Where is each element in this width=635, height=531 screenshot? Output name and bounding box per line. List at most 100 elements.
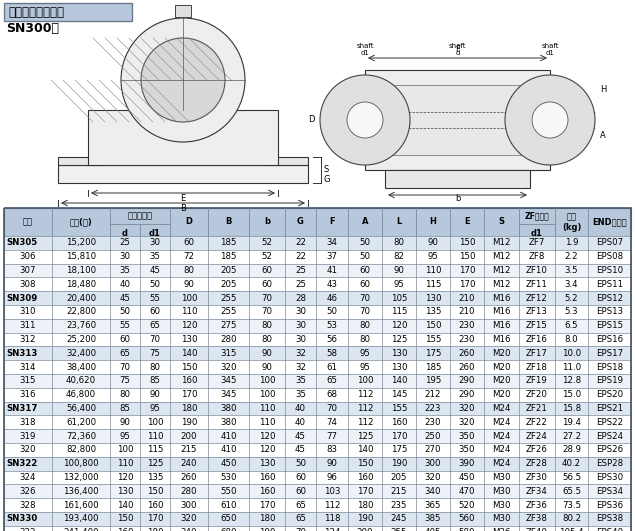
Text: 8.0: 8.0 <box>565 335 578 344</box>
Text: 105.4: 105.4 <box>559 528 584 531</box>
Text: M20: M20 <box>492 376 511 386</box>
Text: 32,400: 32,400 <box>66 349 96 358</box>
Text: M16: M16 <box>492 321 511 330</box>
Text: 32: 32 <box>295 363 306 372</box>
Text: 193,400: 193,400 <box>64 515 99 524</box>
Bar <box>4 443 631 457</box>
Text: 61,200: 61,200 <box>66 418 96 427</box>
Text: 160: 160 <box>181 376 197 386</box>
Text: 380: 380 <box>220 404 237 413</box>
Text: EPS10: EPS10 <box>596 266 623 275</box>
Text: 22: 22 <box>295 252 306 261</box>
Text: 70: 70 <box>119 363 131 372</box>
Text: 72,360: 72,360 <box>66 432 96 441</box>
Text: 350: 350 <box>458 446 475 455</box>
Text: 610: 610 <box>220 501 237 510</box>
Text: 15.0: 15.0 <box>562 390 581 399</box>
Text: 150: 150 <box>117 515 133 524</box>
Text: 異口径プランマー: 異口径プランマー <box>8 6 64 20</box>
Text: 100: 100 <box>258 376 275 386</box>
Text: 190: 190 <box>181 418 197 427</box>
Text: 316: 316 <box>20 390 36 399</box>
Text: 300: 300 <box>181 501 197 510</box>
Text: 90: 90 <box>150 390 161 399</box>
Text: 110: 110 <box>147 432 163 441</box>
Text: 96: 96 <box>326 473 337 482</box>
Bar <box>4 457 631 470</box>
Text: 重量
(kg): 重量 (kg) <box>562 212 581 232</box>
Text: 320: 320 <box>458 418 475 427</box>
Text: EPS07: EPS07 <box>596 238 623 247</box>
Text: M24: M24 <box>492 404 511 413</box>
Bar <box>4 526 631 531</box>
Text: 215: 215 <box>391 487 407 496</box>
Text: ZF38: ZF38 <box>526 515 548 524</box>
Text: 300: 300 <box>425 459 441 468</box>
Text: ZF12: ZF12 <box>526 294 548 303</box>
Text: EPS40: EPS40 <box>596 528 623 531</box>
Text: 110: 110 <box>425 266 441 275</box>
Text: 70: 70 <box>326 404 337 413</box>
Text: 190: 190 <box>357 515 373 524</box>
Bar <box>4 319 631 332</box>
Text: 320: 320 <box>425 473 441 482</box>
Text: D: D <box>309 116 315 124</box>
Text: 103: 103 <box>324 487 340 496</box>
Text: 30: 30 <box>295 307 306 316</box>
Text: 40: 40 <box>119 280 131 289</box>
Text: 315: 315 <box>220 349 237 358</box>
Text: 160: 160 <box>147 501 163 510</box>
Text: M12: M12 <box>492 252 511 261</box>
Text: d: d <box>122 229 128 238</box>
Text: ZF7: ZF7 <box>529 238 545 247</box>
Text: 75: 75 <box>119 376 131 386</box>
Text: 125: 125 <box>147 459 163 468</box>
Text: 210: 210 <box>458 307 475 316</box>
Circle shape <box>320 75 410 165</box>
Text: 70: 70 <box>262 294 272 303</box>
Text: EPS15: EPS15 <box>596 321 623 330</box>
Text: 120: 120 <box>258 446 275 455</box>
Text: 30: 30 <box>149 238 161 247</box>
Text: 65: 65 <box>119 349 131 358</box>
Bar <box>4 346 631 360</box>
Bar <box>4 208 631 236</box>
Text: 180: 180 <box>147 528 163 531</box>
Text: 65: 65 <box>295 501 306 510</box>
Text: M12: M12 <box>492 280 511 289</box>
Text: 3.4: 3.4 <box>565 280 578 289</box>
Text: 55: 55 <box>149 294 161 303</box>
Text: 205: 205 <box>220 266 237 275</box>
Text: EPS13: EPS13 <box>596 307 623 316</box>
Text: 112: 112 <box>357 418 373 427</box>
Bar <box>4 484 631 498</box>
Bar <box>4 236 631 250</box>
Text: ZF18: ZF18 <box>526 363 548 372</box>
Text: 52: 52 <box>262 238 272 247</box>
Text: 345: 345 <box>220 376 237 386</box>
Text: SN309: SN309 <box>6 294 37 303</box>
Text: 5.3: 5.3 <box>565 307 578 316</box>
Text: 255: 255 <box>220 307 237 316</box>
Bar <box>263 157 308 165</box>
Text: 1.9: 1.9 <box>565 238 578 247</box>
Text: 22: 22 <box>295 238 306 247</box>
Text: 170: 170 <box>391 432 407 441</box>
Text: ZF11: ZF11 <box>526 280 548 289</box>
Text: 100: 100 <box>117 446 133 455</box>
Text: 32: 32 <box>295 349 306 358</box>
Text: EPS17: EPS17 <box>596 349 623 358</box>
Text: 200: 200 <box>181 432 197 441</box>
Bar <box>4 415 631 429</box>
Text: 260: 260 <box>458 363 475 372</box>
Text: 38,400: 38,400 <box>66 363 96 372</box>
Text: 255: 255 <box>220 294 237 303</box>
Text: EPS19: EPS19 <box>596 376 623 386</box>
Text: 90: 90 <box>394 266 404 275</box>
Bar <box>4 470 631 484</box>
Text: M12: M12 <box>492 238 511 247</box>
Text: 65: 65 <box>326 376 337 386</box>
Text: M24: M24 <box>492 459 511 468</box>
Text: 205: 205 <box>220 280 237 289</box>
Text: M24: M24 <box>492 432 511 441</box>
